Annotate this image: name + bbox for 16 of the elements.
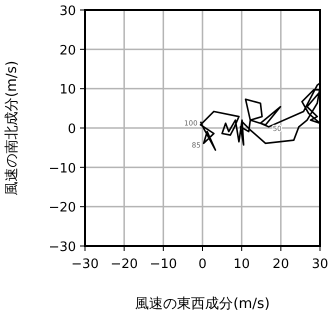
y-tick-label: 0	[68, 122, 76, 137]
y-tick-label: 10	[59, 82, 76, 98]
x-tick-label: −30	[71, 257, 99, 272]
x-tick-label: 20	[272, 257, 290, 272]
x-axis-title: 風速の東西成分(m/s)	[135, 296, 270, 312]
x-tick-label: 0	[198, 257, 207, 272]
y-tick-label: −10	[48, 161, 76, 176]
x-tick-label: −10	[150, 257, 178, 272]
y-axis-title: 風速の南北成分(m/s)	[4, 60, 20, 196]
y-tick-label: −30	[48, 240, 76, 255]
x-tick-label: −20	[110, 257, 138, 272]
y-tick-label: 30	[59, 4, 76, 19]
y-tick-label: 20	[59, 43, 76, 58]
x-tick-label: 30	[312, 257, 328, 272]
x-tick-label: 10	[233, 257, 250, 272]
y-tick-label: −20	[48, 200, 76, 216]
